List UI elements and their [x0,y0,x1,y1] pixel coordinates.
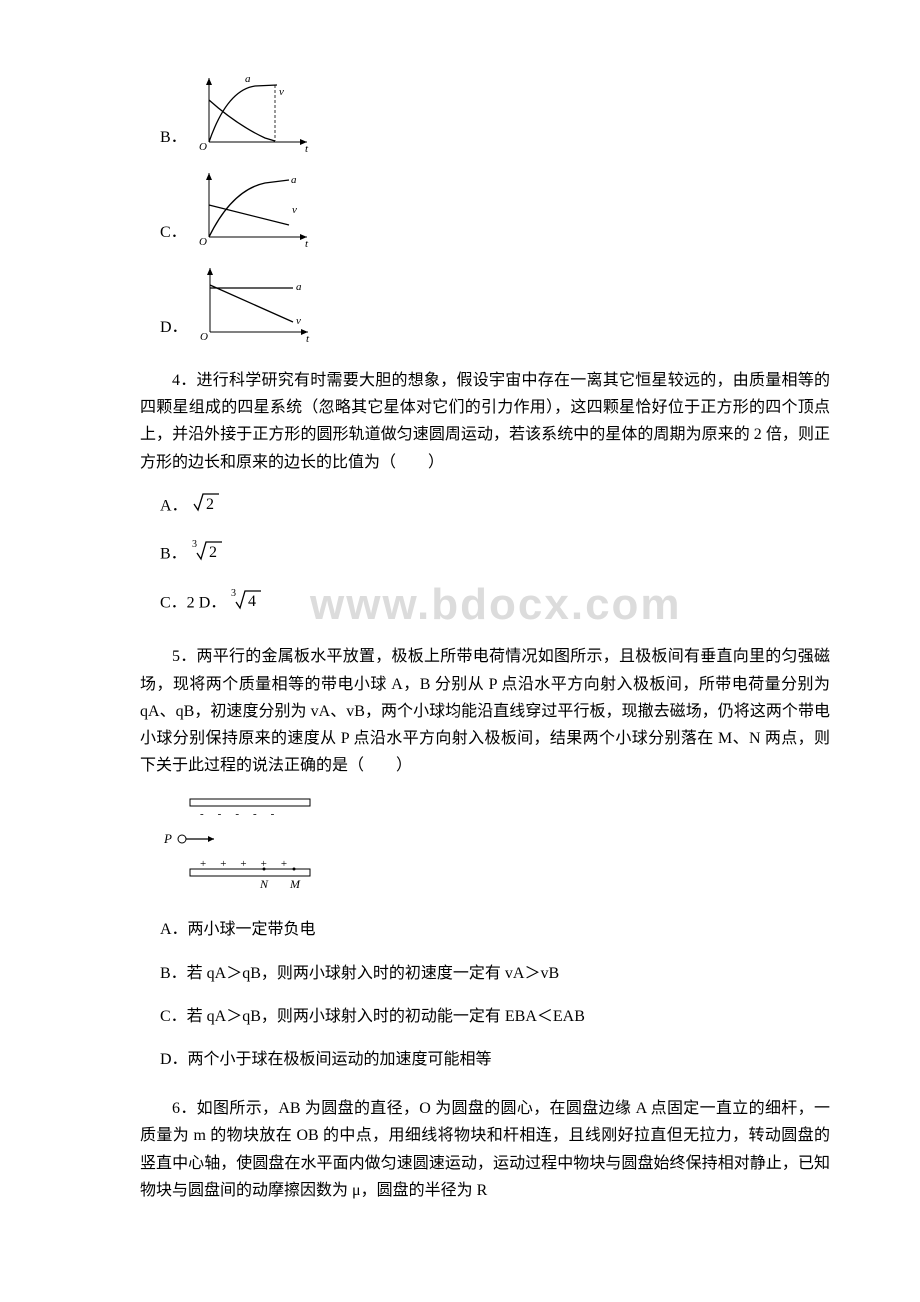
svg-text:v: v [292,204,297,216]
graph-d-svg: O t a v [198,260,318,345]
graph-b-svg: O t a v [197,70,317,155]
q4-option-cd: C．2 D． 3 4 www.bdocx.com [160,586,830,621]
question-5-text: 5．两平行的金属板水平放置，极板上所带电荷情况如图所示，且极板间有垂直向里的匀强… [140,643,830,779]
svg-text:M: M [289,877,301,891]
svg-text:t: t [305,238,309,250]
svg-text:a: a [291,174,297,186]
question-4-text: 4．进行科学研究有时需要大胆的想象，假设宇宙中存在一离其它恒星较远的，由质量相等… [140,367,830,476]
graph-c-svg: O t a v [197,165,317,250]
capacitor-figure-svg: ----- P +++++ N M [160,791,335,891]
cbrt4-icon: 3 4 [230,586,264,612]
svg-text:t: t [306,333,310,345]
option-c-graph: C． O t a v [160,165,830,250]
q4-a-label: A． [160,497,188,514]
q5-option-a: A．两小球一定带负电 [160,916,830,943]
svg-text:4: 4 [248,593,256,610]
option-d-graph: D． O t a v [160,260,830,345]
svg-text:3: 3 [231,588,236,599]
svg-text:v: v [279,86,284,98]
svg-text:a: a [245,73,251,85]
q5-option-b: B．若 qA＞qB，则两小球射入时的初速度一定有 vA＞vB [160,960,830,987]
watermark-text: www.bdocx.com [310,568,682,643]
svg-text:O: O [200,331,208,343]
q4-d-sep: D． [199,594,227,611]
svg-text:a: a [296,281,302,293]
svg-text:O: O [199,141,207,153]
cbrt-icon: 3 2 [191,537,225,563]
q4-b-label: B． [160,545,187,562]
svg-text:t: t [305,143,309,155]
q5-option-c: C．若 qA＞qB，则两小球射入时的初动能一定有 EBA＜EAB [160,1003,830,1030]
svg-text:N: N [259,877,269,891]
q4-option-b: B． 3 2 [160,537,830,572]
svg-text:v: v [296,315,301,327]
svg-text:2: 2 [206,496,214,513]
option-b-graph: B． O t a v [160,70,830,155]
q4-option-a: A． 2 [160,490,830,523]
q5-option-d: D．两个小于球在极板间运动的加速度可能相等 [160,1046,830,1073]
sqrt-icon: 2 [192,490,222,514]
svg-text:3: 3 [192,539,197,550]
option-b-label: B． [160,124,187,155]
svg-text:-----: ----- [200,808,288,820]
svg-text:2: 2 [209,544,217,561]
svg-text:P: P [163,831,172,846]
option-d-label: D． [160,314,188,345]
svg-text:O: O [199,236,207,248]
question-6-text: 6．如图所示，AB 为圆盘的直径，O 为圆盘的圆心，在圆盘边缘 A 点固定一直立… [140,1095,830,1204]
q4-c-label: C．2 [160,594,195,611]
option-c-label: C． [160,219,187,250]
svg-text:+++++: +++++ [200,858,301,870]
q5-figure: ----- P +++++ N M [160,791,830,900]
